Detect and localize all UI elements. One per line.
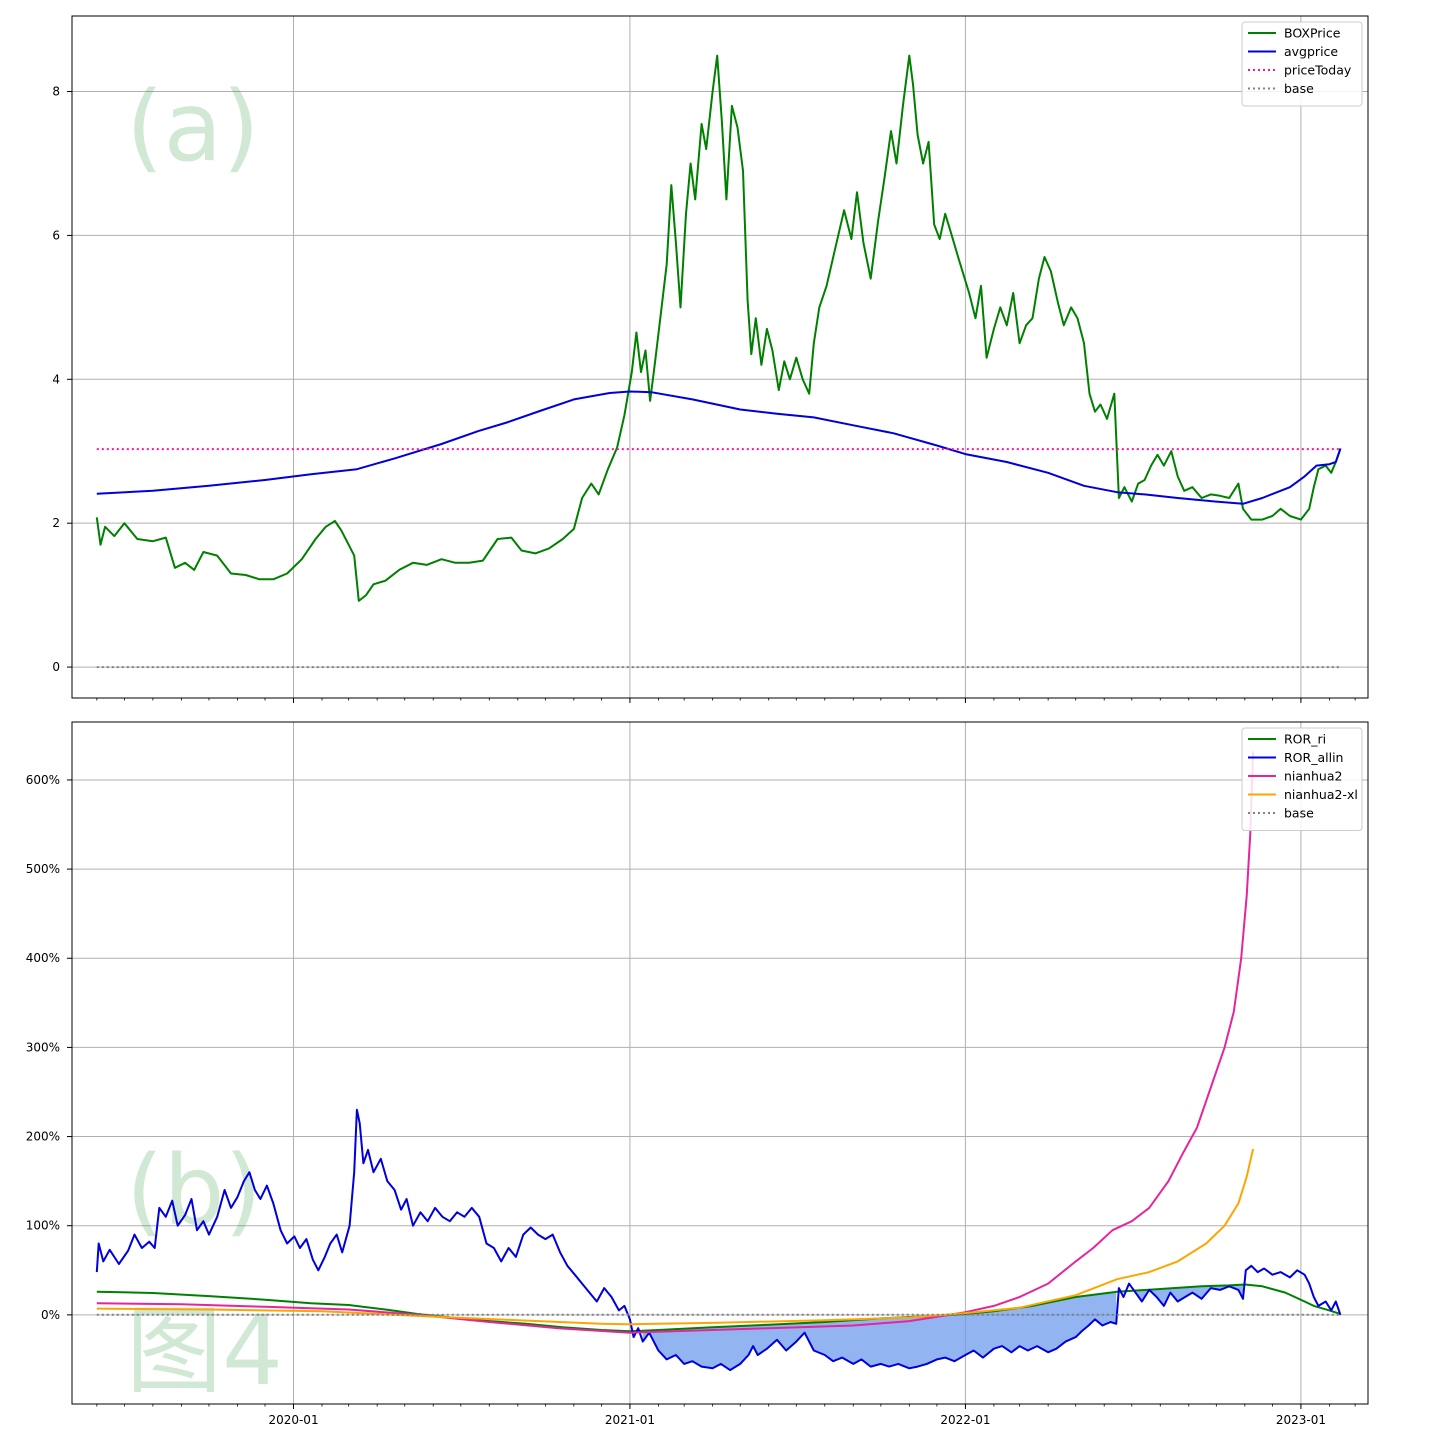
watermark-label-2: 图4 [126, 1295, 283, 1407]
y-tick-label: 600% [26, 773, 60, 787]
legend-label: nianhua2-xl [1284, 787, 1358, 802]
fill-between-area [1135, 1284, 1243, 1306]
legend-label: base [1284, 81, 1314, 96]
y-tick-label: 400% [26, 951, 60, 965]
y-tick-label: 100% [26, 1219, 60, 1233]
x-minor-ticks [96, 698, 1356, 701]
series-line-avgprice [96, 390, 1342, 505]
x-tick-label: 2020-01 [268, 1413, 318, 1427]
legend-label: ROR_ri [1284, 732, 1326, 747]
legend-label: avgprice [1284, 44, 1338, 59]
legend-top: BOXPrice avgprice priceToday base [1241, 21, 1363, 107]
watermark-label: (a) [126, 71, 260, 183]
legend-box [1241, 21, 1363, 107]
grid-top [72, 16, 1368, 698]
legend-label: BOXPrice [1284, 26, 1341, 41]
axes-frame [71, 721, 1369, 1405]
series-line-ROR_ri [96, 1283, 1341, 1333]
legend-bottom: ROR_ri ROR_allin nianhua2 nianhua2-xl base [1241, 727, 1363, 831]
legend-label: nianhua2 [1284, 769, 1342, 784]
series-line-ROR_allin [95, 1108, 1342, 1372]
y-tick-label: 0% [41, 1308, 60, 1322]
y-tick-label: 6 [52, 228, 60, 242]
y-tick-label: 200% [26, 1130, 60, 1144]
y-tick-label: 0 [52, 660, 60, 674]
panel-bottom: (b) 图4 2020-01 2021-01 2022-01 2023-01 0% 100% 2… [26, 721, 1369, 1427]
y-tick-label: 500% [26, 862, 60, 876]
plot-area-top [95, 54, 1342, 669]
axes-frame [71, 15, 1369, 699]
legend-label: base [1284, 806, 1314, 821]
y-tick-label: 8 [52, 85, 60, 99]
legend-label: priceToday [1284, 63, 1352, 78]
y-tick-label: 4 [52, 372, 60, 386]
watermark-label: (b) [126, 1135, 262, 1247]
y-tick-label: 2 [52, 516, 60, 530]
y-tick-label: 300% [26, 1040, 60, 1054]
series-line-BOXPrice [95, 54, 1342, 602]
series-line-nianhua2-xl [96, 1148, 1255, 1326]
plot-area-bottom [95, 751, 1342, 1372]
x-tick-label: 2021-01 [605, 1413, 655, 1427]
panel-top: (a) 0 2 4 6 8 BOXPrice avgprice priceToday base [52, 15, 1369, 703]
series-line-nianhua2 [96, 751, 1255, 1334]
legend-box [1241, 727, 1363, 831]
x-tick-label: 2022-01 [940, 1413, 990, 1427]
x-tick-label: 2023-01 [1276, 1413, 1326, 1427]
legend-label: ROR_allin [1284, 750, 1343, 765]
